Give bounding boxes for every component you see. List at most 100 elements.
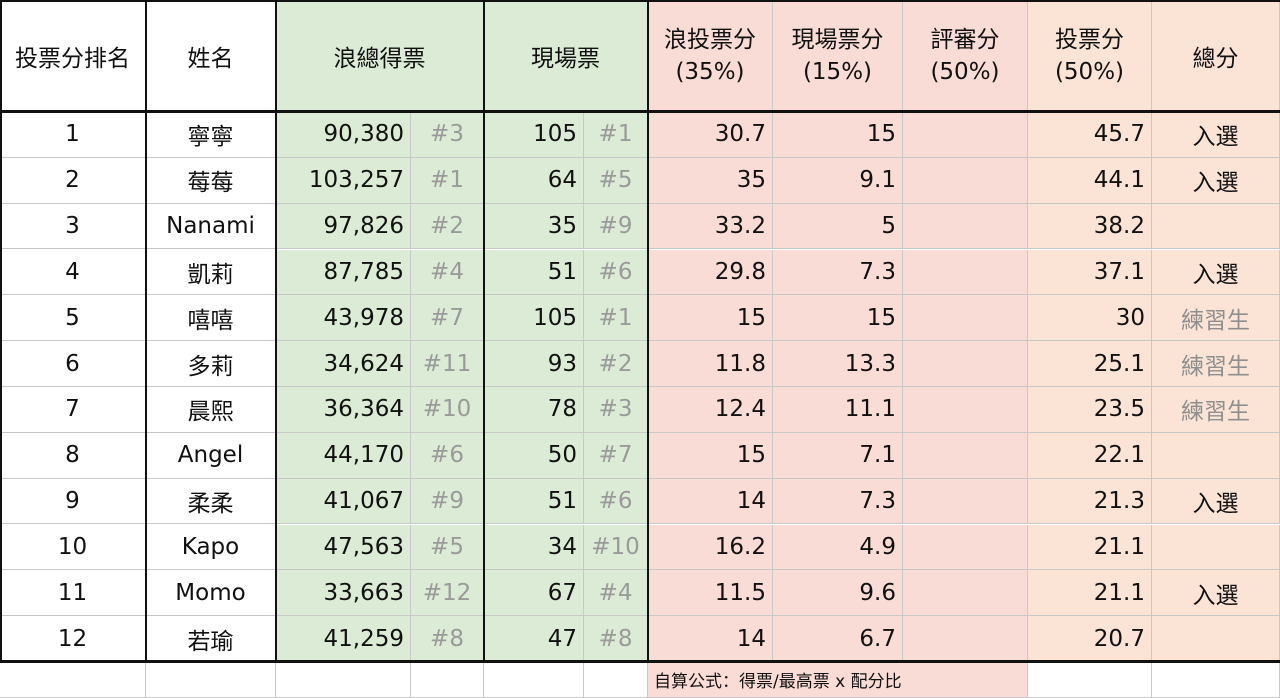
- votes-rank-cell: #2: [411, 203, 484, 250]
- name-cell: Nanami: [146, 203, 276, 250]
- result-cell: 入選: [1152, 570, 1280, 617]
- live-cell: 105: [484, 295, 584, 342]
- rule: [275, 0, 277, 662]
- header-cell: 投票分 (50%): [1028, 0, 1152, 112]
- empty-cell: [1028, 662, 1152, 698]
- rank-cell: 6: [0, 341, 146, 387]
- score35-cell: 33.2: [648, 203, 773, 250]
- votes-rank-cell: #8: [411, 616, 484, 662]
- score50-cell: 23.5: [1028, 387, 1152, 433]
- score15-cell: 9.6: [773, 570, 903, 617]
- result-cell: 入選: [1152, 478, 1280, 525]
- header-line: (35%): [675, 58, 745, 85]
- header-cell: 評審分 (50%): [903, 0, 1028, 112]
- votes-rank-cell: #4: [411, 249, 484, 296]
- score35-cell: 15: [648, 295, 773, 342]
- votes-rank-cell: #10: [411, 387, 484, 433]
- score35-cell: 11.5: [648, 570, 773, 617]
- name-cell: 凱莉: [146, 249, 276, 296]
- rule: [0, 110, 1280, 113]
- votes-rank-cell: #1: [411, 157, 484, 204]
- score35-cell: 14: [648, 616, 773, 662]
- votes-rank-cell: #5: [411, 524, 484, 571]
- name-cell: Momo: [146, 570, 276, 617]
- score15-cell: 7.3: [773, 478, 903, 525]
- score50-cell: 37.1: [1028, 249, 1152, 296]
- live-rank-cell: #1: [584, 112, 648, 158]
- votes-cell: 43,978: [276, 295, 411, 342]
- votes-cell: 33,663: [276, 570, 411, 617]
- rule: [145, 0, 147, 662]
- header-line: 現場票分: [791, 26, 884, 53]
- name-cell: 寧寧: [146, 112, 276, 158]
- votes-cell: 36,364: [276, 387, 411, 433]
- score50-cell: 21.1: [1028, 524, 1152, 571]
- header-line: 浪投票分: [664, 26, 756, 53]
- votes-cell: 97,826: [276, 203, 411, 250]
- live-cell: 34: [484, 524, 584, 571]
- score15-cell: 15: [773, 112, 903, 158]
- empty-cell: [411, 662, 484, 698]
- live-rank-cell: #6: [584, 478, 648, 525]
- rank-cell: 9: [0, 478, 146, 525]
- votes-cell: 41,259: [276, 616, 411, 662]
- votes-cell: 87,785: [276, 249, 411, 296]
- judges-cell: [903, 341, 1028, 387]
- result-cell: [1152, 203, 1280, 250]
- result-cell: 入選: [1152, 249, 1280, 296]
- rule: [647, 0, 649, 662]
- result-cell: 練習生: [1152, 295, 1280, 342]
- score35-cell: 30.7: [648, 112, 773, 158]
- rank-cell: 4: [0, 249, 146, 296]
- header-cell: 總分: [1152, 0, 1280, 112]
- votes-cell: 47,563: [276, 524, 411, 571]
- judges-cell: [903, 524, 1028, 571]
- header-cell: 浪投票分 (35%): [648, 0, 773, 112]
- header-line: (15%): [802, 58, 873, 85]
- score15-cell: 9.1: [773, 157, 903, 204]
- score15-cell: 6.7: [773, 616, 903, 662]
- live-cell: 51: [484, 478, 584, 525]
- judges-cell: [903, 478, 1028, 525]
- rank-cell: 12: [0, 616, 146, 662]
- live-cell: 47: [484, 616, 584, 662]
- result-cell: 入選: [1152, 112, 1280, 158]
- name-cell: 多莉: [146, 341, 276, 387]
- rule: [0, 0, 2, 662]
- live-rank-cell: #7: [584, 432, 648, 479]
- live-cell: 67: [484, 570, 584, 617]
- votes-rank-cell: #6: [411, 432, 484, 479]
- name-cell: 若瑜: [146, 616, 276, 662]
- result-cell: 練習生: [1152, 387, 1280, 433]
- footnote: 自算公式：得票/最高票 x 配分比: [648, 662, 1028, 698]
- live-rank-cell: #3: [584, 387, 648, 433]
- result-cell: [1152, 432, 1280, 479]
- header-line: 投票分: [1055, 26, 1124, 53]
- live-rank-cell: #6: [584, 249, 648, 296]
- live-rank-cell: #5: [584, 157, 648, 204]
- score50-cell: 44.1: [1028, 157, 1152, 204]
- votes-rank-cell: #7: [411, 295, 484, 342]
- judges-cell: [903, 112, 1028, 158]
- score35-cell: 16.2: [648, 524, 773, 571]
- score15-cell: 7.3: [773, 249, 903, 296]
- judges-cell: [903, 203, 1028, 250]
- score35-cell: 11.8: [648, 341, 773, 387]
- judges-cell: [903, 157, 1028, 204]
- empty-cell: [146, 662, 276, 698]
- rank-cell: 5: [0, 295, 146, 342]
- header-line: 評審分: [930, 26, 1000, 53]
- live-cell: 78: [484, 387, 584, 433]
- header-cell: 姓名: [146, 0, 276, 112]
- header-cell: 現場票分 (15%): [773, 0, 903, 112]
- rank-cell: 1: [0, 112, 146, 158]
- rule: [0, 660, 1280, 663]
- live-cell: 50: [484, 432, 584, 479]
- score50-cell: 22.1: [1028, 432, 1152, 479]
- score35-cell: 14: [648, 478, 773, 525]
- score35-cell: 12.4: [648, 387, 773, 433]
- judges-cell: [903, 432, 1028, 479]
- rule: [483, 0, 485, 662]
- votes-rank-cell: #12: [411, 570, 484, 617]
- score50-cell: 21.1: [1028, 570, 1152, 617]
